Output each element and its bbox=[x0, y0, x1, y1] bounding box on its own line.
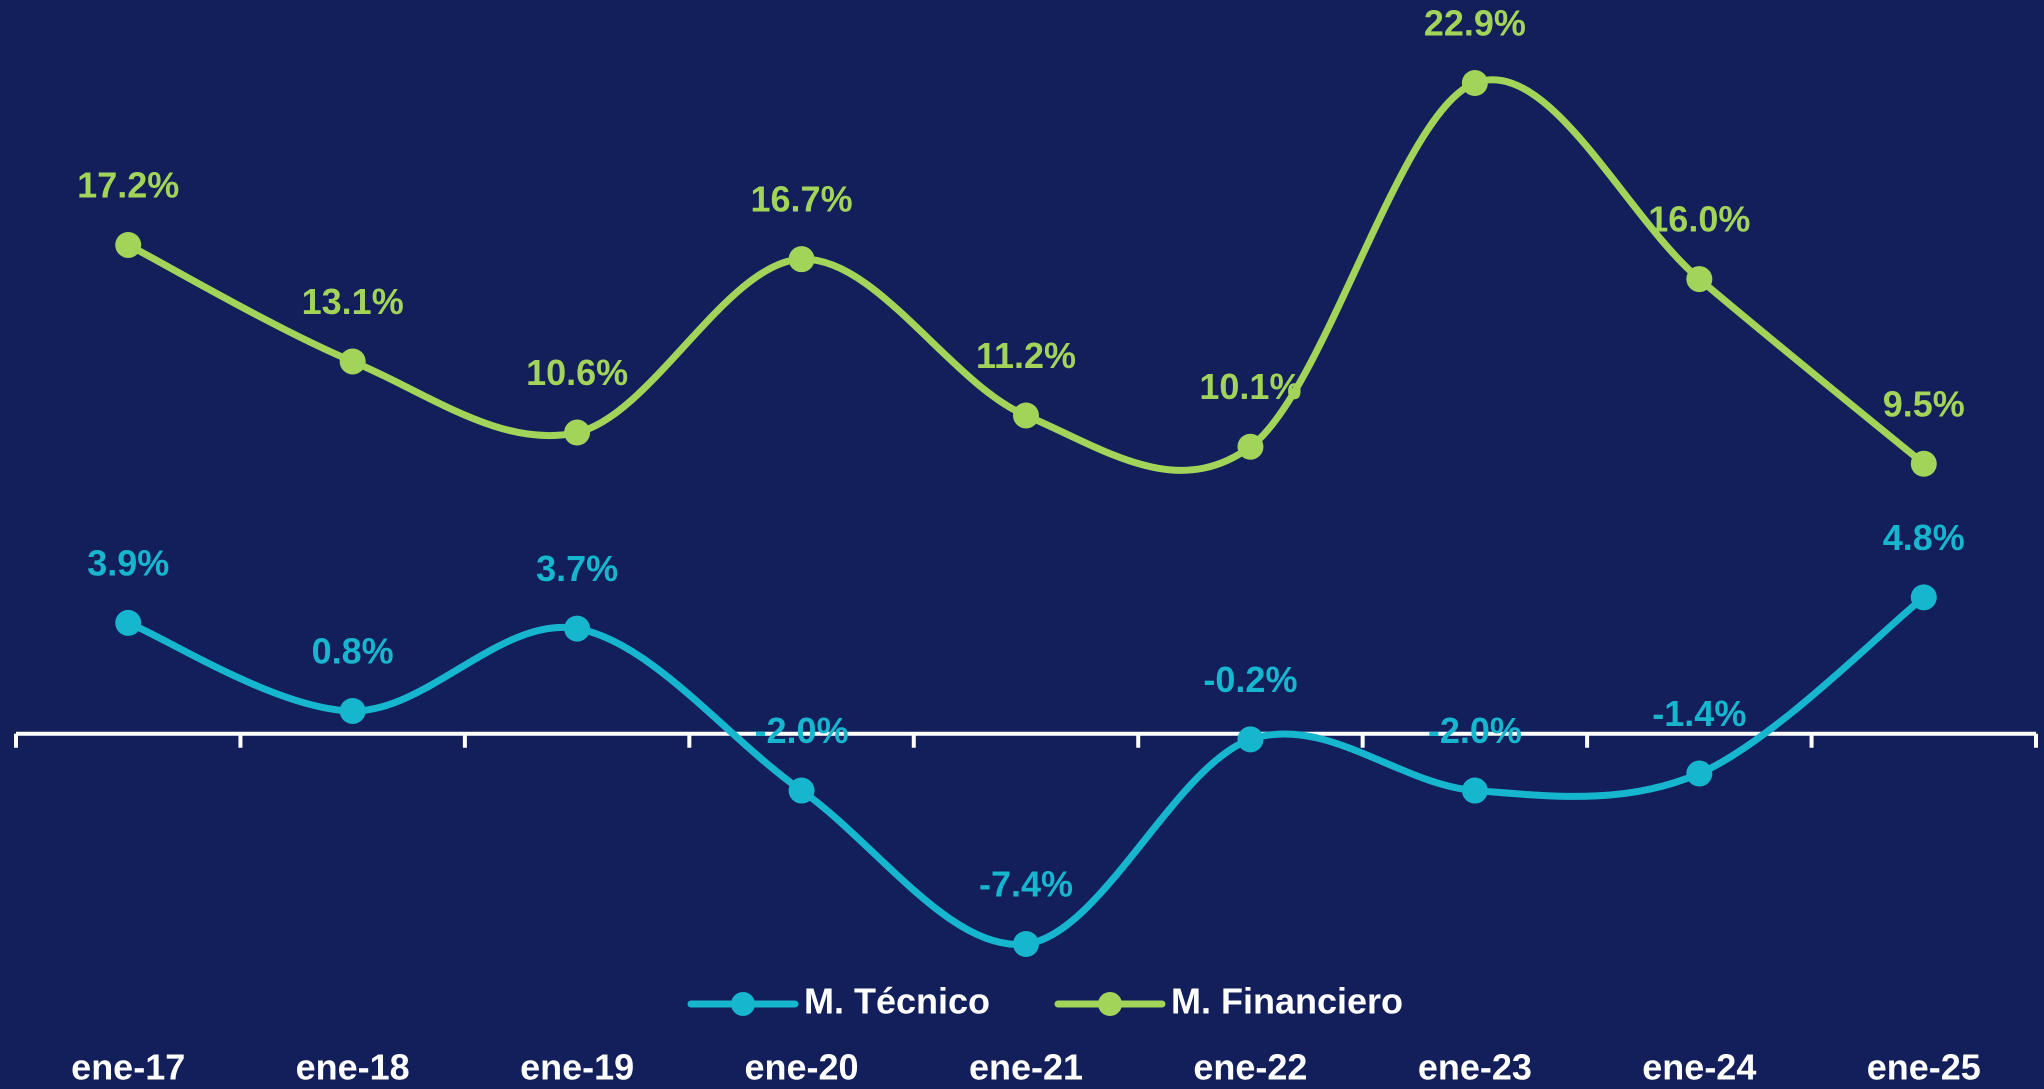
x-tick-label: ene-21 bbox=[969, 1047, 1083, 1088]
data-label: 0.8% bbox=[312, 631, 394, 672]
marker bbox=[1013, 402, 1039, 429]
marker bbox=[115, 609, 142, 636]
x-tick-label: ene-20 bbox=[745, 1047, 859, 1088]
legend-marker bbox=[731, 992, 755, 1016]
marker bbox=[788, 246, 815, 273]
marker bbox=[1686, 760, 1713, 787]
data-label: 11.2% bbox=[976, 335, 1076, 376]
marker bbox=[1237, 433, 1264, 460]
data-label: 17.2% bbox=[77, 164, 179, 205]
marker bbox=[1910, 450, 1937, 477]
legend-label: M. Técnico bbox=[804, 981, 990, 1022]
marker bbox=[339, 697, 366, 724]
data-label: 10.1% bbox=[1199, 366, 1301, 407]
series-line bbox=[124, 76, 1928, 474]
marker bbox=[1686, 266, 1713, 293]
data-label: -1.4% bbox=[1652, 693, 1746, 734]
marker bbox=[115, 231, 142, 258]
data-label: 3.9% bbox=[87, 542, 169, 583]
marker bbox=[564, 615, 591, 642]
data-label: 3.7% bbox=[536, 548, 618, 589]
data-label: -2.0% bbox=[1428, 710, 1522, 751]
x-tick-label: ene-19 bbox=[520, 1047, 634, 1088]
data-label: 16.7% bbox=[751, 179, 853, 220]
data-label: -0.2% bbox=[1203, 659, 1297, 700]
x-tick-label: ene-22 bbox=[1193, 1047, 1307, 1088]
x-tick-label: ene-25 bbox=[1867, 1047, 1981, 1088]
legend-marker bbox=[1098, 992, 1122, 1016]
data-label: 22.9% bbox=[1424, 3, 1526, 44]
marker bbox=[788, 777, 815, 804]
x-tick-label: ene-17 bbox=[71, 1047, 185, 1088]
marker bbox=[1237, 726, 1264, 753]
x-tick-label: ene-23 bbox=[1418, 1047, 1532, 1088]
data-label: -2.0% bbox=[755, 710, 849, 751]
data-label: 13.1% bbox=[302, 281, 404, 322]
legend-label: M. Financiero bbox=[1171, 981, 1403, 1022]
marker bbox=[564, 419, 591, 446]
data-label: -7.4% bbox=[979, 864, 1073, 905]
x-tick-label: ene-24 bbox=[1642, 1047, 1756, 1088]
marker bbox=[339, 348, 366, 375]
data-label: 16.0% bbox=[1648, 199, 1750, 240]
data-label: 9.5% bbox=[1883, 383, 1965, 424]
data-label: 10.6% bbox=[526, 352, 628, 393]
x-tick-label: ene-18 bbox=[296, 1047, 410, 1088]
marker bbox=[1461, 777, 1488, 804]
data-label: 4.8% bbox=[1883, 517, 1965, 558]
marker bbox=[1013, 931, 1039, 957]
marker bbox=[1910, 584, 1937, 611]
marker bbox=[1461, 70, 1488, 96]
